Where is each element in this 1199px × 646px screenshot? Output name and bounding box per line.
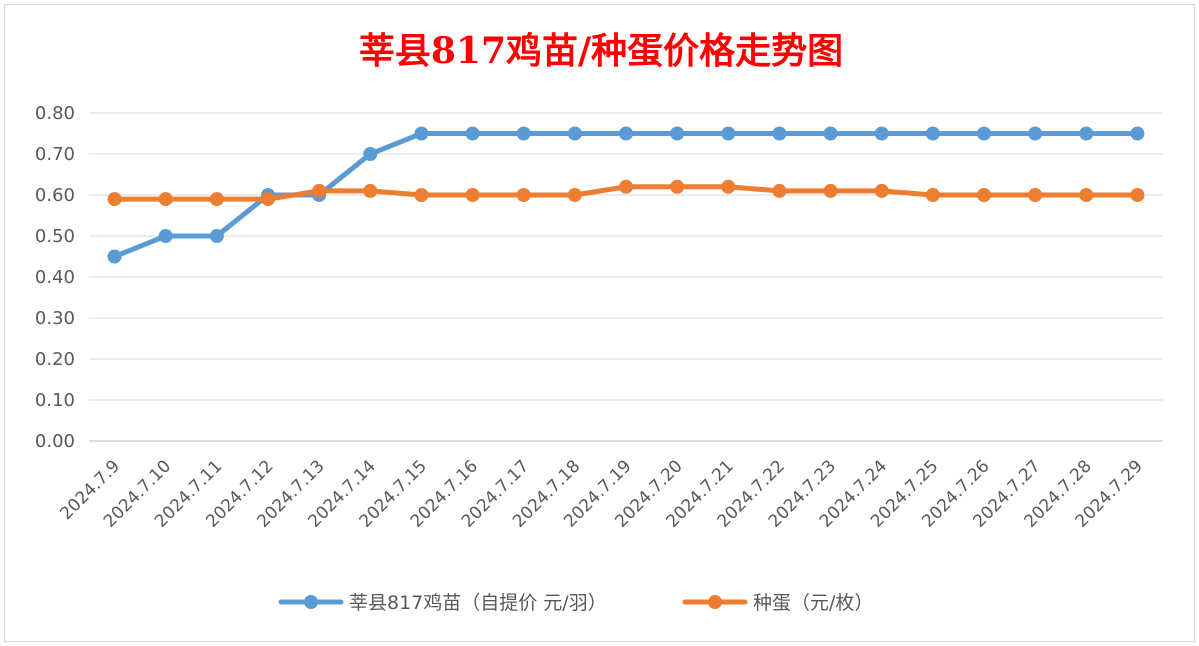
data-point — [107, 192, 122, 207]
y-tick-label: 0.40 — [35, 267, 75, 288]
y-tick-label: 0.00 — [35, 431, 75, 452]
data-point — [619, 126, 633, 141]
data-point — [1028, 188, 1043, 202]
line-chart: 莘县817鸡苗/种蛋价格走势图 0.00 0.10 0.20 0.30 0.40 0.50… — [35, 30, 1163, 614]
data-point — [670, 179, 685, 194]
data-point — [312, 183, 327, 198]
data-point — [465, 126, 480, 141]
legend-swatch-marker — [708, 595, 722, 609]
legend-label: 种蛋（元/枚） — [753, 592, 873, 614]
data-point — [363, 147, 378, 161]
data-point — [823, 126, 838, 141]
data-point — [465, 188, 480, 202]
data-point — [1079, 188, 1094, 202]
y-tick-label: 0.30 — [35, 308, 75, 329]
series-2 — [107, 179, 1145, 207]
data-point — [363, 183, 378, 198]
gridlines — [89, 112, 1163, 442]
y-tick-label: 0.70 — [35, 144, 75, 165]
legend-item: 种蛋（元/枚） — [682, 592, 873, 614]
data-point — [977, 188, 991, 202]
y-tick-label: 0.50 — [35, 226, 75, 247]
data-point — [977, 126, 991, 141]
series-layer — [107, 126, 1145, 264]
data-point — [516, 188, 531, 202]
data-point — [823, 183, 838, 198]
y-tick-label: 0.10 — [35, 390, 75, 411]
y-tick-label: 0.60 — [35, 185, 75, 206]
data-point — [925, 188, 940, 202]
data-point — [158, 192, 173, 207]
legend: 莘县817鸡苗（自提价 元/羽） 种蛋（元/枚） — [278, 592, 873, 614]
data-point — [1079, 126, 1094, 141]
y-axis-ticks: 0.00 0.10 0.20 0.30 0.40 0.50 0.60 0.70 0.80 — [35, 103, 75, 452]
data-point — [619, 179, 633, 194]
data-point — [721, 126, 736, 141]
data-point — [209, 192, 224, 207]
chart-frame: 莘县817鸡苗/种蛋价格走势图 0.00 0.10 0.20 0.30 0.40 0.50… — [4, 4, 1195, 642]
data-point — [567, 126, 582, 141]
legend-label: 莘县817鸡苗（自提价 元/羽） — [349, 592, 607, 614]
data-point — [158, 229, 173, 243]
x-axis-ticks: 2024.7.92024.7.102024.7.112024.7.122024.… — [56, 456, 1147, 531]
data-point — [567, 188, 582, 202]
chart-title: 莘县817鸡苗/种蛋价格走势图 — [359, 30, 843, 72]
data-point — [1028, 126, 1043, 141]
data-point — [261, 192, 275, 207]
data-point — [925, 126, 940, 141]
data-point — [721, 179, 736, 194]
data-point — [516, 126, 531, 141]
data-point — [107, 249, 122, 264]
data-point — [772, 126, 787, 141]
y-tick-label: 0.80 — [35, 103, 75, 124]
data-point — [414, 188, 429, 202]
data-point — [874, 126, 889, 141]
y-tick-label: 0.20 — [35, 349, 75, 370]
data-point — [414, 126, 429, 141]
data-point — [772, 183, 787, 198]
legend-item: 莘县817鸡苗（自提价 元/羽） — [278, 592, 607, 614]
data-point — [209, 229, 224, 243]
data-point — [1130, 188, 1145, 202]
legend-swatch-marker — [304, 595, 318, 609]
data-point — [670, 126, 685, 141]
data-point — [1130, 126, 1145, 141]
data-point — [874, 183, 889, 198]
